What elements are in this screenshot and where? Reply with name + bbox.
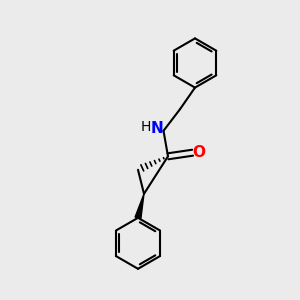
Polygon shape (135, 194, 144, 218)
Text: N: N (151, 121, 163, 136)
Text: H: H (140, 120, 151, 134)
Text: O: O (192, 145, 205, 160)
